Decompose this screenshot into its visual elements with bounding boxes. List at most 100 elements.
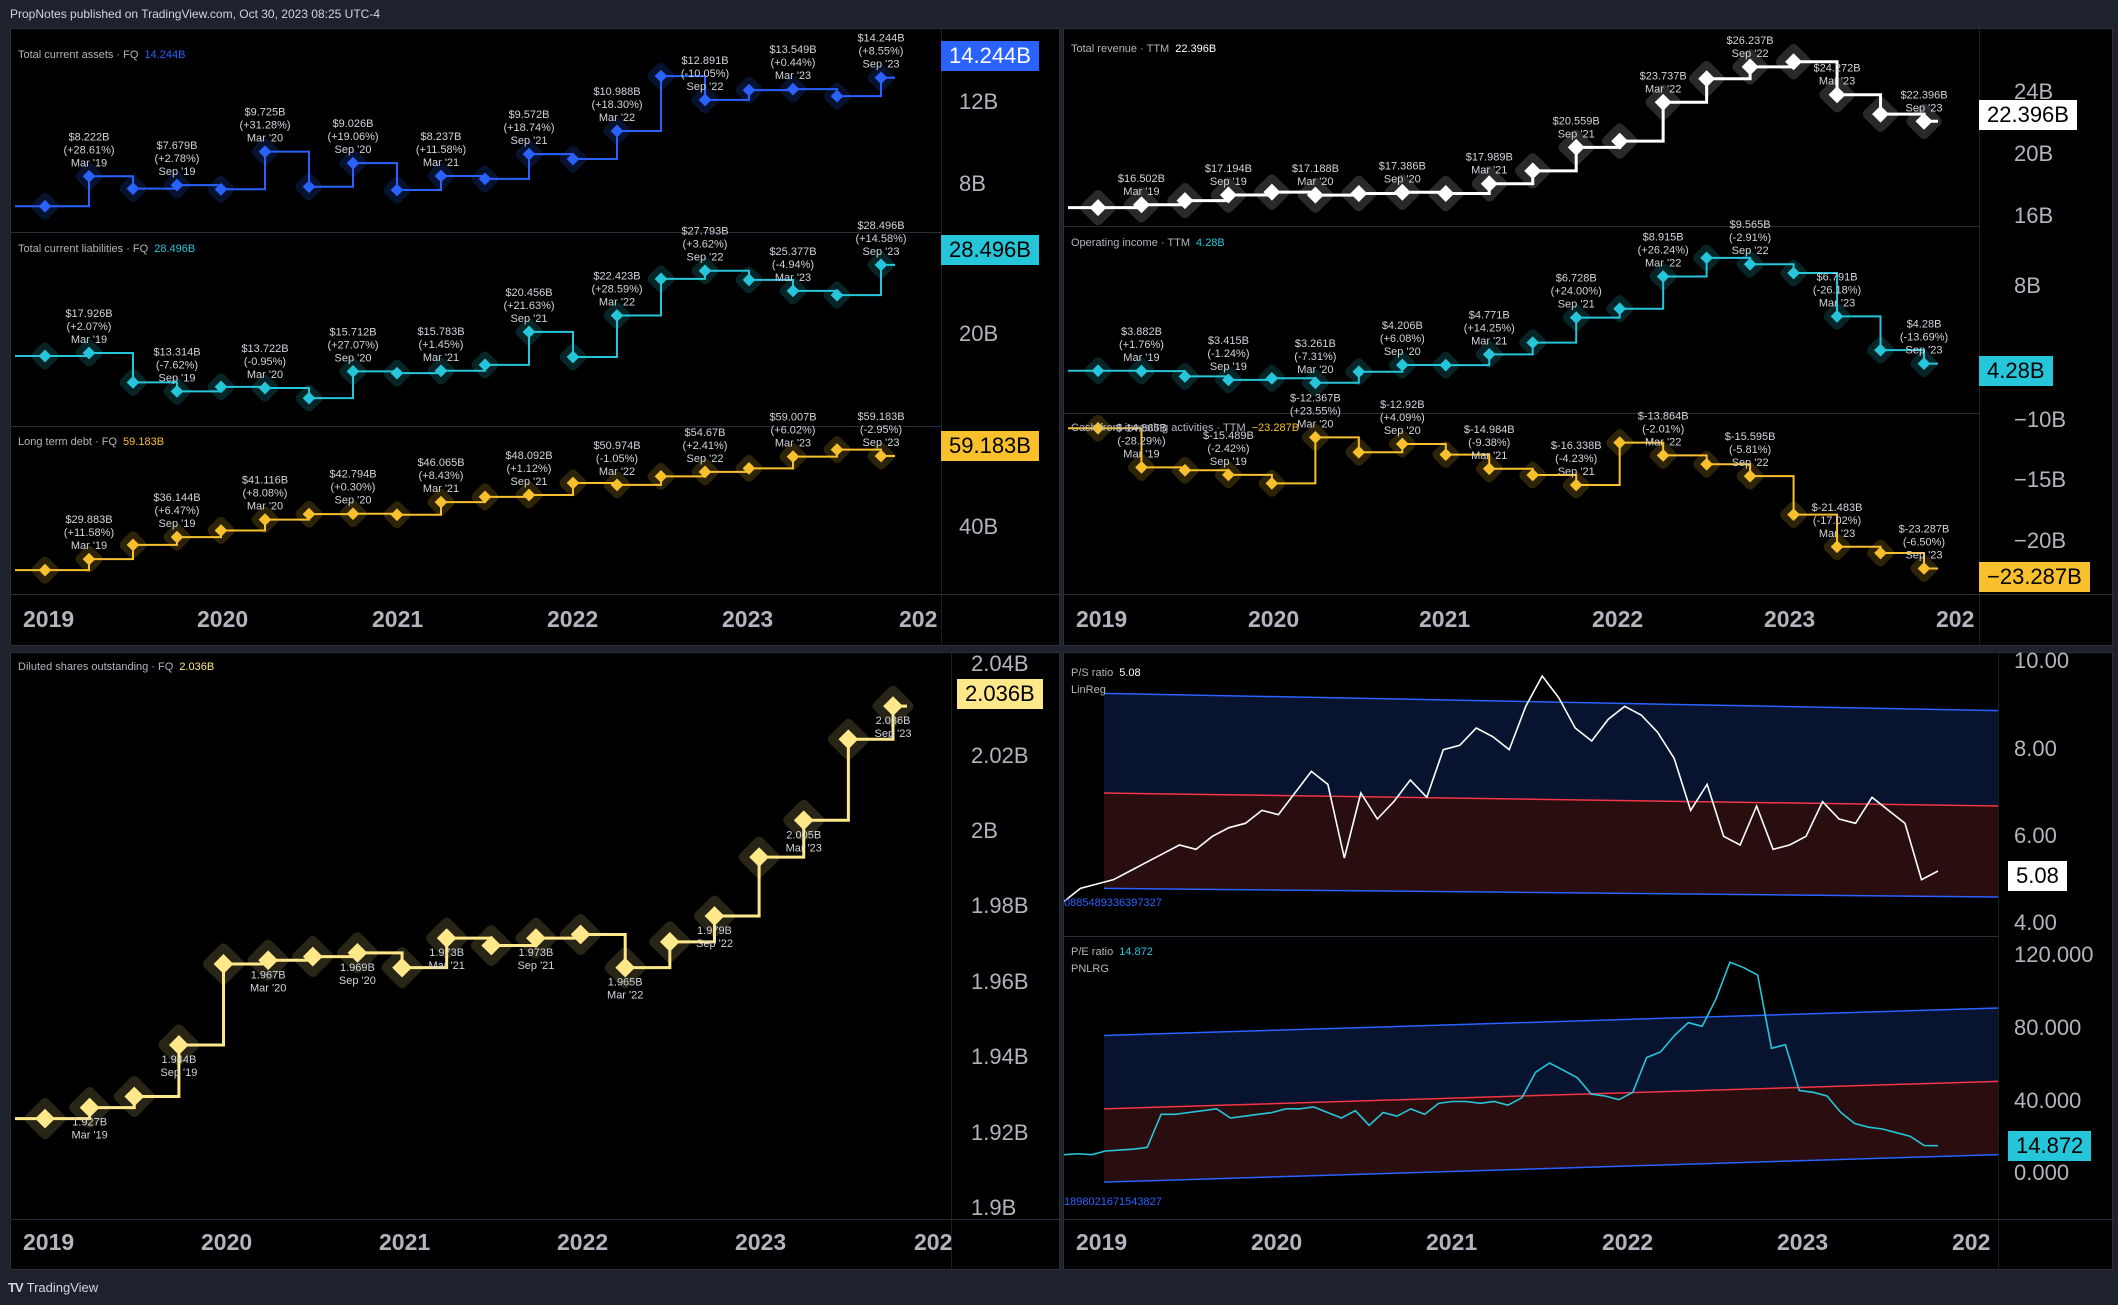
svg-text:(-6.50%): (-6.50%) <box>1903 536 1945 548</box>
chart-canvas[interactable] <box>1064 653 2114 1271</box>
pane-title-pe-ratio: P/E ratio 14.872 <box>1071 946 1153 958</box>
svg-text:Sep '22: Sep '22 <box>696 938 733 950</box>
pane-title-value: 2.036B <box>179 661 215 673</box>
svg-text:$-16.338B: $-16.338B <box>1551 440 1602 452</box>
price-axis-label: 20B <box>2014 141 2054 166</box>
pane-title-value: 22.396B <box>1175 43 1217 55</box>
svg-text:$8.915B: $8.915B <box>1643 231 1684 243</box>
svg-text:(+31.28%): (+31.28%) <box>239 120 290 132</box>
svg-text:(+3.62%): (+3.62%) <box>683 239 728 251</box>
svg-text:Sep '21: Sep '21 <box>1558 299 1595 311</box>
svg-text:Mar '23: Mar '23 <box>1819 76 1855 88</box>
svg-text:Sep '23: Sep '23 <box>863 437 900 449</box>
svg-text:Mar '22: Mar '22 <box>599 296 635 308</box>
svg-text:$4.771B: $4.771B <box>1469 309 1510 321</box>
svg-text:$3.261B: $3.261B <box>1295 338 1336 350</box>
chart-canvas[interactable]: $8.222B(+28.61%)Mar '19$7.679B(+2.78%)Se… <box>11 29 1061 647</box>
svg-text:Mar '22: Mar '22 <box>607 990 643 1002</box>
time-axis-label: 2020 <box>1248 606 1300 632</box>
svg-text:(+18.74%): (+18.74%) <box>503 122 554 134</box>
pane-title-ps-ratio: P/S ratio 5.08 <box>1071 667 1141 679</box>
svg-text:$13.549B: $13.549B <box>769 44 816 56</box>
svg-text:Mar '20: Mar '20 <box>247 133 283 145</box>
svg-text:(+11.58%): (+11.58%) <box>64 527 114 539</box>
svg-text:(-1.05%): (-1.05%) <box>596 453 638 465</box>
svg-text:Sep '20: Sep '20 <box>335 495 372 507</box>
chart-window-valuation-ratios[interactable]: P/S ratio 5.08 LinReg 0885489336397327 P/… <box>1063 648 2114 1271</box>
tradingview-logo[interactable]: TV TradingView <box>8 1280 98 1295</box>
svg-text:Sep '20: Sep '20 <box>1384 173 1421 185</box>
svg-text:(-13.69%): (-13.69%) <box>1900 332 1948 344</box>
svg-text:(+2.78%): (+2.78%) <box>155 153 200 165</box>
time-axis-label: 202 <box>899 606 938 632</box>
pane-title-value: 14.244B <box>144 49 186 61</box>
svg-text:Sep '23: Sep '23 <box>863 59 900 71</box>
indicator-label-pnlrg[interactable]: PNLRG <box>1071 963 1109 975</box>
svg-text:(-2.01%): (-2.01%) <box>1642 423 1684 435</box>
chart-window-diluted-shares[interactable]: 1.927B Mar '19 1.944B Sep '19 1.967B Mar '20 1… <box>10 651 1061 1271</box>
svg-text:Sep '22: Sep '22 <box>687 252 724 264</box>
price-axis-label: 8B <box>959 171 986 196</box>
indicator-label-linreg[interactable]: LinReg <box>1071 684 1106 696</box>
svg-text:Mar '19: Mar '19 <box>1123 352 1159 364</box>
svg-text:(+26.24%): (+26.24%) <box>1638 244 1689 256</box>
svg-text:(-7.31%): (-7.31%) <box>1294 351 1336 363</box>
svg-text:Sep '22: Sep '22 <box>1732 48 1769 60</box>
pane-title-text: P/E ratio <box>1071 946 1114 958</box>
svg-text:(+14.25%): (+14.25%) <box>1464 322 1515 334</box>
price-axis-label: 2B <box>971 818 998 843</box>
time-axis-label: 2021 <box>379 1229 431 1255</box>
svg-text:Sep '23: Sep '23 <box>863 246 900 258</box>
price-axis-label: 1.96B <box>971 969 1029 994</box>
pane-title-total-current-liabilities: Total current liabilities · FQ 28.496B <box>18 243 195 255</box>
svg-text:$17.194B: $17.194B <box>1205 163 1252 175</box>
last-value-tag: 14.872 <box>2008 1131 2092 1161</box>
svg-text:$14.244B: $14.244B <box>857 33 904 45</box>
svg-text:$7.679B: $7.679B <box>157 140 198 152</box>
svg-text:(-2.91%): (-2.91%) <box>1729 232 1771 244</box>
svg-text:$-23.287B: $-23.287B <box>1899 523 1950 535</box>
svg-text:$9.725B: $9.725B <box>245 107 286 119</box>
svg-text:$-14.984B: $-14.984B <box>1464 424 1515 436</box>
pane-title-text: P/S ratio <box>1071 667 1114 679</box>
svg-text:(+1.45%): (+1.45%) <box>419 339 464 351</box>
time-axis-label: 2023 <box>722 606 774 632</box>
chart-window-balance-sheet[interactable]: $8.222B (+28.61%) Mar '19 $7.679B (+2.78%) Se… <box>10 28 1061 647</box>
svg-text:Mar '22: Mar '22 <box>1645 257 1681 269</box>
svg-text:Sep '23: Sep '23 <box>1906 345 1943 357</box>
svg-text:(-28.29%): (-28.29%) <box>1117 435 1165 447</box>
price-axis-label: 4.00 <box>2014 910 2057 935</box>
time-axis-label: 2021 <box>372 606 424 632</box>
svg-text:Sep '19: Sep '19 <box>159 518 196 530</box>
svg-text:(+28.61%): (+28.61%) <box>63 144 114 156</box>
svg-text:1.927B: 1.927B <box>72 1117 107 1129</box>
svg-text:Mar '21: Mar '21 <box>423 483 459 495</box>
svg-text:Mar '19: Mar '19 <box>1123 186 1159 198</box>
svg-text:$17.386B: $17.386B <box>1379 160 1426 172</box>
price-axis-label: 80.000 <box>2014 1015 2082 1040</box>
pane-title-text: Total current assets · FQ <box>18 49 139 61</box>
last-value-tag: 59.183B <box>941 431 1039 461</box>
pane-title-text: Cash from investing activities · TTM <box>1071 422 1246 434</box>
svg-text:(+6.02%): (+6.02%) <box>771 425 816 437</box>
svg-text:Mar '20: Mar '20 <box>247 501 283 513</box>
svg-text:$12.891B: $12.891B <box>681 55 728 67</box>
svg-text:Mar '23: Mar '23 <box>1819 297 1855 309</box>
time-axis-label: 2020 <box>201 1229 253 1255</box>
last-value-tag: 22.396B <box>1979 100 2077 130</box>
svg-text:(+2.41%): (+2.41%) <box>683 440 728 452</box>
svg-text:(+23.55%): (+23.55%) <box>1290 405 1341 417</box>
last-value-tag: −23.287B <box>1979 562 2090 592</box>
svg-text:(+8.08%): (+8.08%) <box>243 488 288 500</box>
svg-text:$48.092B: $48.092B <box>505 450 552 462</box>
svg-text:(+8.55%): (+8.55%) <box>859 46 904 58</box>
pane-title-operating-income: Operating income · TTM 4.28B <box>1071 237 1225 249</box>
svg-text:$4.28B: $4.28B <box>1907 319 1942 331</box>
time-axis-label: 2021 <box>1419 606 1471 632</box>
svg-text:Mar '20: Mar '20 <box>1297 176 1333 188</box>
svg-text:Sep '20: Sep '20 <box>335 144 372 156</box>
svg-text:Mar '21: Mar '21 <box>423 352 459 364</box>
chart-window-income-cashflow[interactable]: $16.502B Mar '19 $17.194B Sep '19 $17.188B Ma… <box>1063 28 2114 647</box>
